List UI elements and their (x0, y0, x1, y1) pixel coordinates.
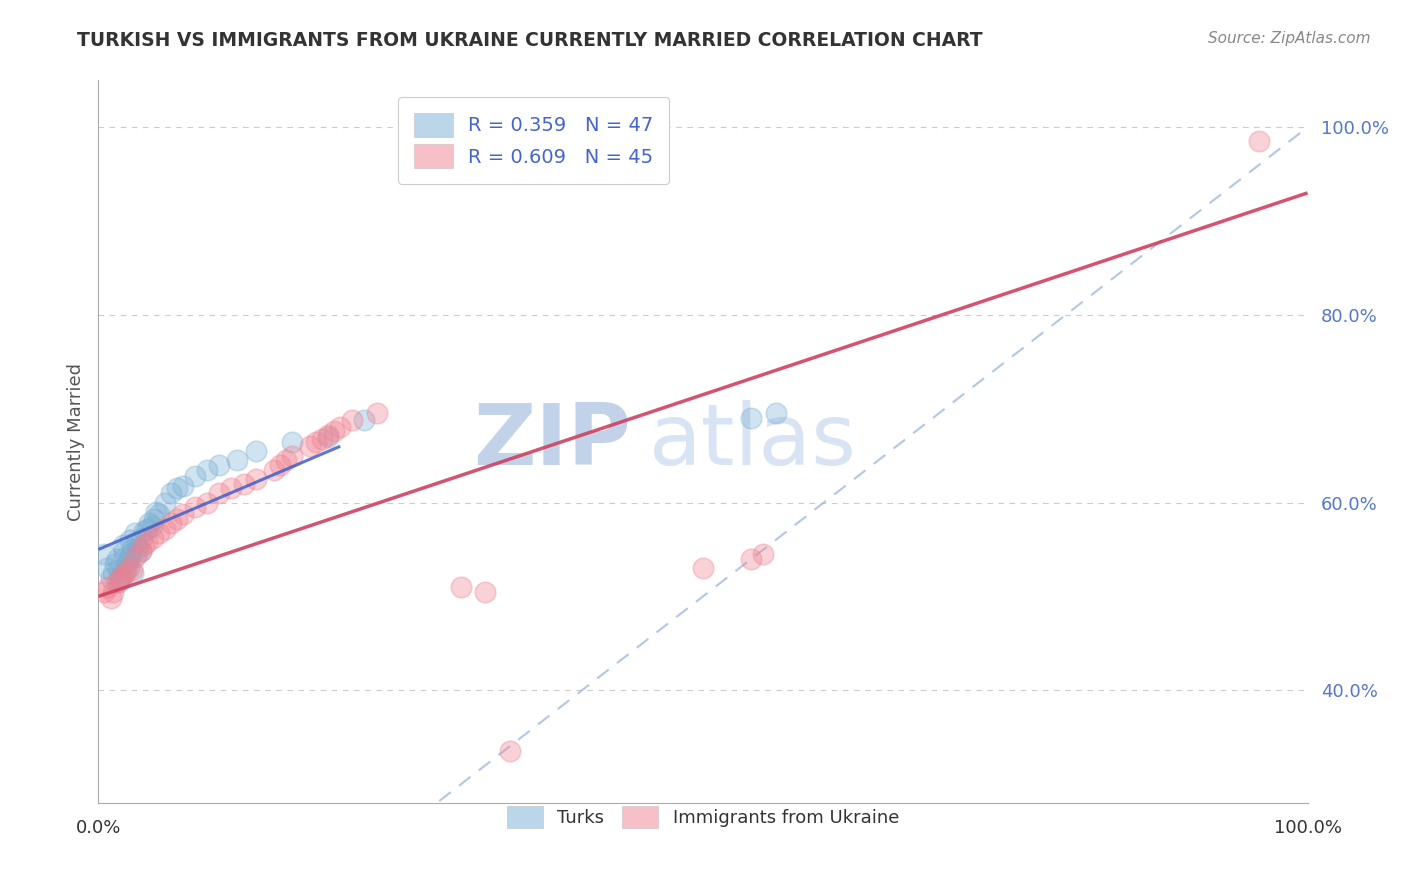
Point (117, 561, 139, 575)
Point (107, 563, 129, 577)
Text: atlas: atlas (648, 400, 856, 483)
Point (269, 458, 291, 472)
Point (311, 432, 333, 446)
Point (160, 486, 183, 500)
Point (93, 547, 115, 561)
Point (329, 420, 352, 434)
Text: TURKISH VS IMMIGRANTS FROM UKRAINE CURRENTLY MARRIED CORRELATION CHART: TURKISH VS IMMIGRANTS FROM UKRAINE CURRE… (77, 31, 983, 50)
Point (143, 512, 166, 526)
Point (114, 566, 136, 580)
Point (127, 547, 149, 561)
Point (131, 531, 153, 545)
Y-axis label: Currently Married: Currently Married (66, 362, 84, 521)
Point (366, 406, 388, 420)
Legend: Turks, Immigrants from Ukraine: Turks, Immigrants from Ukraine (498, 797, 908, 837)
Point (118, 533, 141, 547)
Point (232, 476, 254, 491)
Point (195, 495, 218, 509)
Point (245, 472, 267, 486)
Point (135, 522, 157, 536)
Point (274, 453, 297, 467)
Point (134, 538, 156, 552)
Point (316, 428, 339, 442)
Point (305, 434, 328, 449)
Point (172, 478, 194, 492)
Point (122, 566, 145, 580)
Point (172, 507, 194, 521)
Point (166, 482, 188, 496)
Point (195, 463, 218, 477)
Point (153, 522, 176, 536)
Point (166, 512, 188, 526)
Point (281, 434, 304, 449)
Point (108, 575, 131, 590)
Point (281, 449, 304, 463)
Point (118, 551, 141, 566)
Point (120, 547, 142, 561)
Point (184, 469, 207, 483)
Point (323, 424, 346, 438)
Point (263, 463, 285, 477)
Point (153, 495, 176, 509)
Point (127, 541, 149, 555)
Point (221, 482, 243, 496)
Point (105, 551, 128, 566)
Point (93, 584, 115, 599)
Point (97, 580, 120, 594)
Point (692, 561, 714, 575)
Point (114, 549, 136, 564)
Point (115, 557, 138, 571)
Point (498, 744, 520, 758)
Text: Source: ZipAtlas.com: Source: ZipAtlas.com (1208, 31, 1371, 46)
Point (765, 406, 787, 420)
Point (111, 538, 134, 552)
Point (108, 573, 131, 587)
Point (135, 535, 157, 549)
Point (121, 563, 143, 577)
Point (112, 544, 135, 558)
Point (316, 430, 339, 444)
Point (450, 580, 472, 594)
Point (124, 525, 146, 540)
Point (96, 561, 118, 575)
Point (208, 458, 231, 472)
Point (129, 544, 152, 558)
Point (110, 568, 132, 582)
Point (125, 535, 148, 549)
Point (145, 505, 167, 519)
Point (148, 507, 170, 521)
Point (129, 544, 152, 558)
Point (108, 571, 131, 585)
Point (184, 500, 207, 515)
Point (111, 568, 134, 582)
Point (118, 561, 141, 575)
Point (104, 557, 127, 571)
Point (138, 516, 160, 531)
Point (100, 571, 122, 585)
Point (245, 444, 267, 458)
Point (740, 551, 762, 566)
Point (208, 486, 231, 500)
Point (100, 591, 122, 606)
Point (148, 525, 170, 540)
Point (142, 531, 165, 545)
Point (1249, 134, 1271, 148)
Point (101, 584, 124, 599)
Point (353, 413, 375, 427)
Point (226, 453, 249, 467)
Point (474, 584, 496, 599)
Point (752, 547, 775, 561)
Point (105, 575, 128, 590)
Point (141, 519, 163, 533)
Text: ZIP: ZIP (472, 400, 630, 483)
Point (124, 549, 146, 564)
Point (134, 524, 156, 538)
Point (740, 411, 762, 425)
Point (160, 516, 183, 531)
Point (121, 542, 143, 557)
Point (299, 439, 322, 453)
Point (101, 566, 124, 580)
Point (342, 413, 364, 427)
